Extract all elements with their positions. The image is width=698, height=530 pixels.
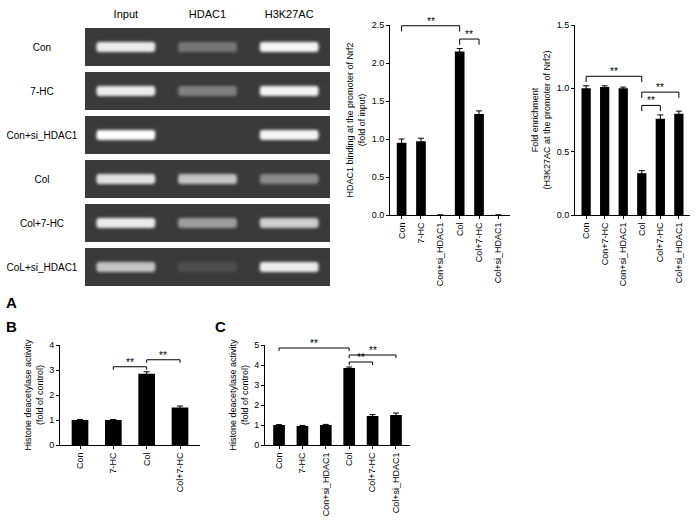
svg-text:**: ** [357,352,365,363]
svg-text:2.5: 2.5 [372,20,385,30]
svg-text:1.5: 1.5 [372,96,385,106]
svg-text:1.5: 1.5 [557,20,570,30]
svg-text:Col: Col [637,223,647,237]
svg-text:**: ** [465,29,473,40]
svg-text:1: 1 [254,420,259,430]
svg-text:Col+si_HDAC1: Col+si_HDAC1 [391,453,401,514]
svg-text:Col+7-HC: Col+7-HC [655,222,665,262]
svg-text:Col: Col [455,223,465,237]
svg-text:H3K27AC: H3K27AC [265,8,314,20]
svg-text:**: ** [369,345,377,356]
svg-text:Con+si_HDAC1: Con+si_HDAC1 [435,223,445,287]
svg-text:7-HC: 7-HC [108,452,118,474]
svg-text:Con: Con [397,223,407,240]
svg-text:Col+si_HDAC1: Col+si_HDAC1 [493,223,503,284]
svg-text:1: 1 [49,415,54,425]
svg-text:0.0: 0.0 [372,210,385,220]
svg-text:Col+7-HC: Col+7-HC [474,222,484,262]
svg-text:7-HC: 7-HC [297,452,307,474]
svg-text:Col: Col [344,453,354,467]
svg-text:HDAC1: HDAC1 [189,8,226,20]
svg-text:Con+si_HDAC1: Con+si_HDAC1 [321,453,331,517]
svg-text:Con+7-HC: Con+7-HC [600,222,610,265]
svg-text:0: 0 [49,440,54,450]
html-text:C: C [215,318,226,335]
svg-text:Col+7-HC: Col+7-HC [175,452,185,492]
svg-text:**: ** [610,66,618,77]
svg-text:**: ** [126,357,134,368]
svg-text:Input: Input [114,8,138,20]
svg-text:2: 2 [49,390,54,400]
svg-text:Histone deacetylase activity(f: Histone deacetylase activity(fold of con… [228,339,250,451]
svg-text:Con: Con [33,42,51,53]
svg-text:**: ** [159,350,167,361]
svg-text:3: 3 [49,365,54,375]
svg-text:Col+7-HC: Col+7-HC [368,452,378,492]
svg-text:0.5: 0.5 [557,147,570,157]
svg-text:Col+7-HC: Col+7-HC [20,218,64,229]
svg-text:1.0: 1.0 [372,134,385,144]
svg-text:2.0: 2.0 [372,58,385,68]
svg-text:Col+si_HDAC1: Col+si_HDAC1 [674,223,684,284]
svg-text:Fold enrichment(H3K27AC at the: Fold enrichment(H3K27AC at the promoter … [530,50,552,189]
svg-text:Con+si_HDAC1: Con+si_HDAC1 [618,223,628,287]
svg-text:Con: Con [75,453,85,470]
svg-text:4: 4 [254,360,259,370]
html-text:B: B [6,318,17,335]
svg-text:2: 2 [254,400,259,410]
svg-text:**: ** [310,338,318,349]
svg-text:0: 0 [254,440,259,450]
svg-text:CoL+si_HDAC1: CoL+si_HDAC1 [7,262,78,273]
svg-text:**: ** [647,95,655,106]
svg-text:**: ** [656,82,664,93]
html-text:A: A [6,294,17,311]
svg-text:7-HC: 7-HC [30,86,53,97]
svg-text:Con+si_HDAC1: Con+si_HDAC1 [7,130,78,141]
svg-text:4: 4 [49,340,54,350]
svg-text:Histone deacetylase activity(f: Histone deacetylase activity(fold of con… [23,339,45,451]
svg-text:3: 3 [254,380,259,390]
svg-text:1.0: 1.0 [557,83,570,93]
svg-text:5: 5 [254,340,259,350]
svg-text:0.0: 0.0 [557,210,570,220]
svg-text:Col: Col [142,453,152,467]
svg-text:Con: Con [581,223,591,240]
svg-text:Col: Col [34,174,49,185]
svg-text:7-HC: 7-HC [416,222,426,244]
svg-text:HDAC1 binding at the promoter: HDAC1 binding at the promoter of Nrf2(fo… [345,42,367,197]
svg-text:**: ** [427,16,435,27]
svg-text:Con: Con [274,453,284,470]
svg-text:0.5: 0.5 [372,172,385,182]
